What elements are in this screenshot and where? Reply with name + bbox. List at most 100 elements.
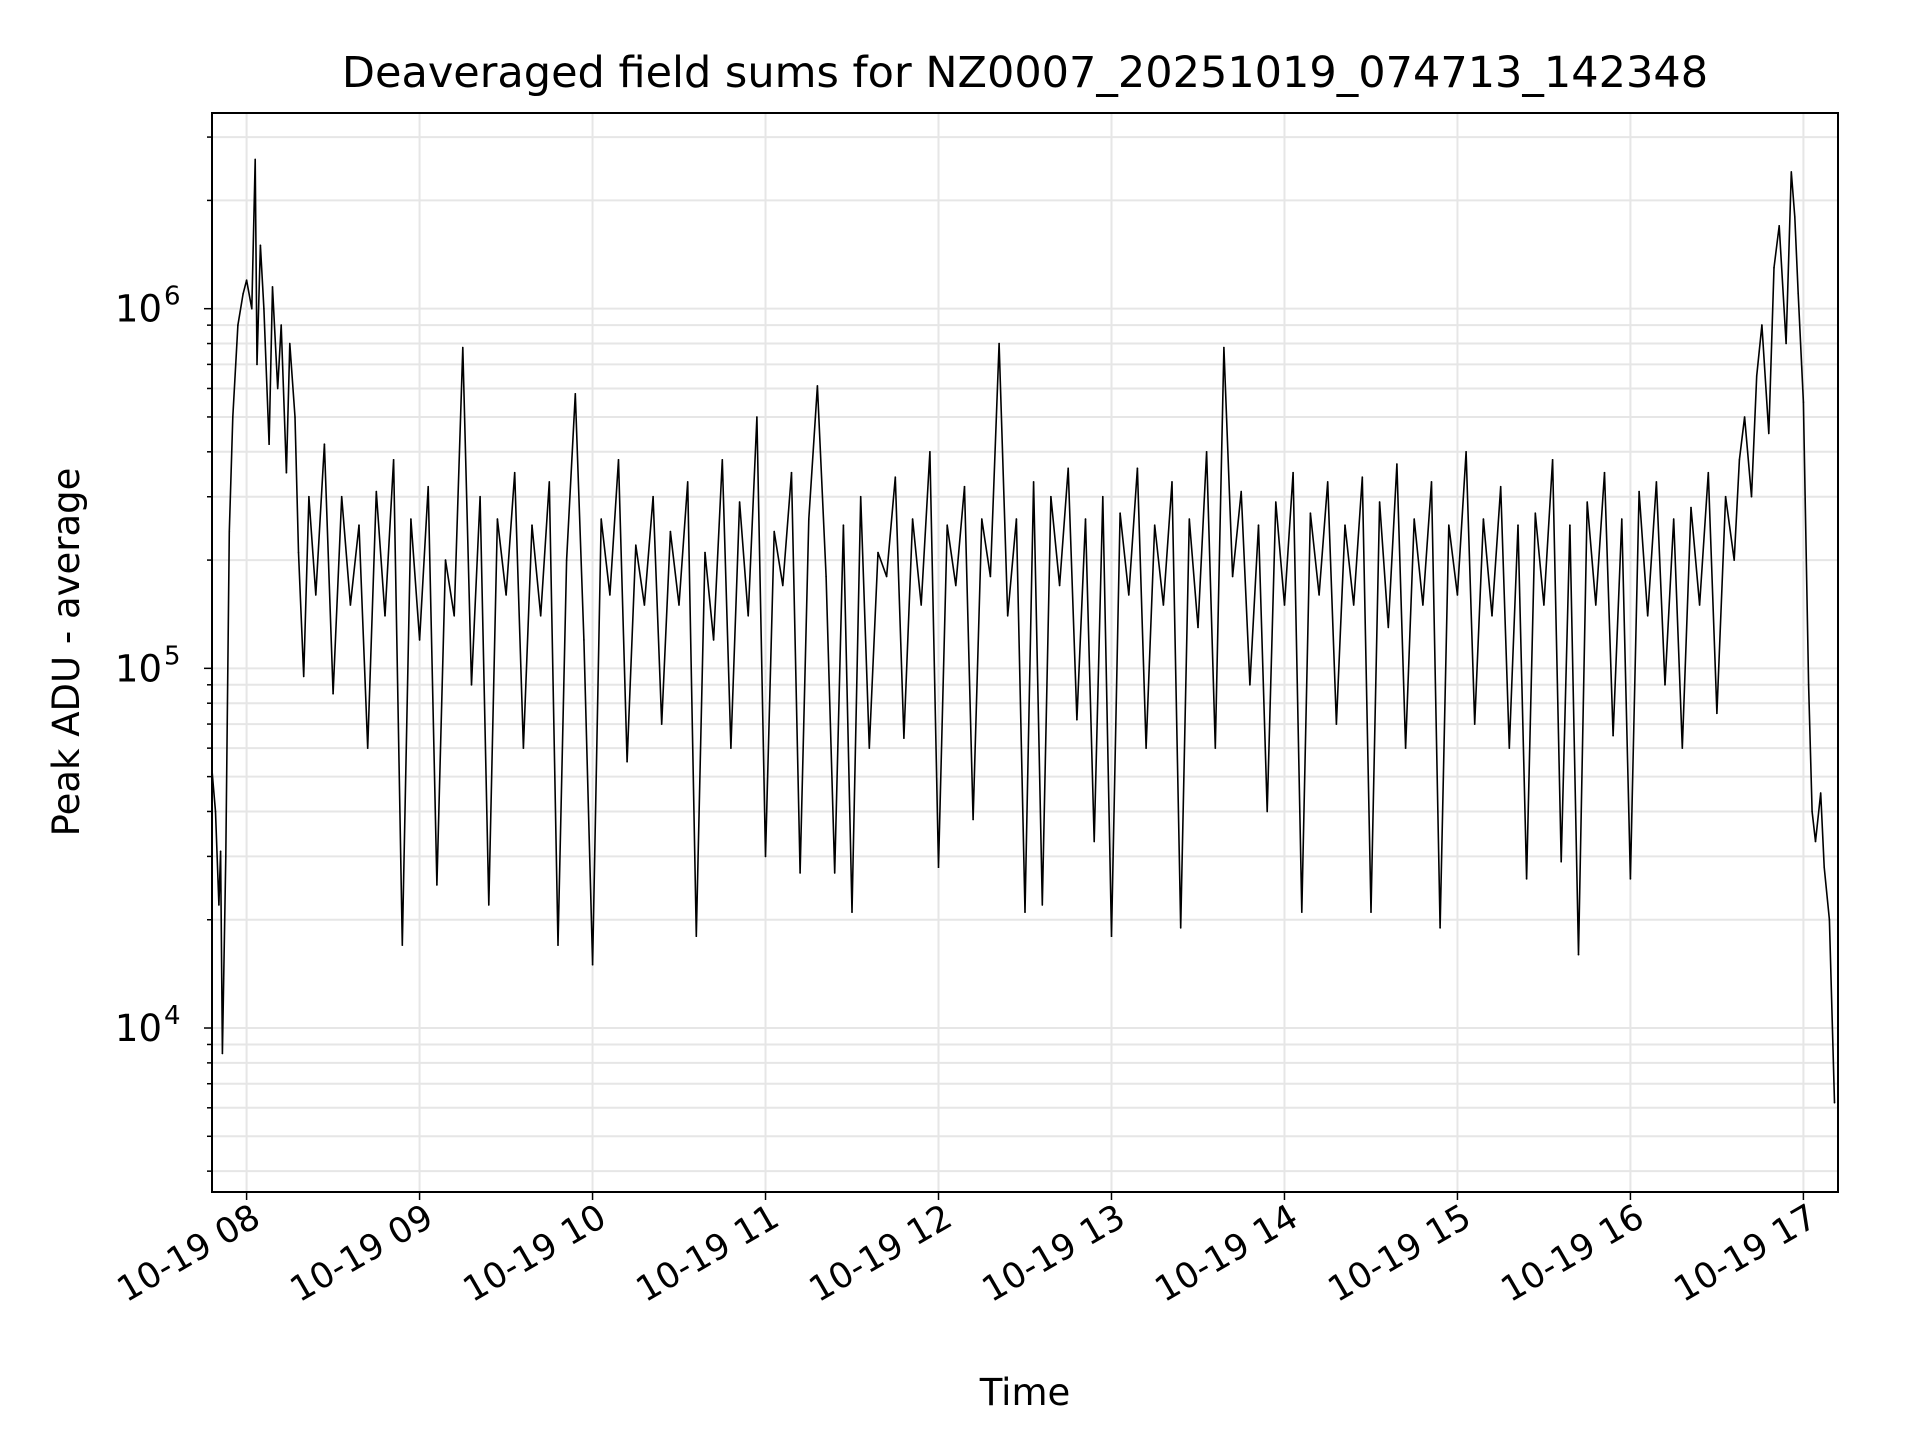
data-point <box>1136 467 1139 470</box>
data-point <box>1283 604 1286 606</box>
data-point <box>1119 512 1121 514</box>
data-point <box>268 443 270 446</box>
data-point <box>1404 747 1407 749</box>
y-axis-label: Peak ADU - average <box>45 468 88 837</box>
data-point <box>894 476 897 479</box>
data-point <box>218 904 220 906</box>
data-point <box>1006 615 1009 617</box>
y-tick-exponent: 5 <box>164 641 181 671</box>
data-point <box>989 575 992 578</box>
data-point <box>1743 416 1746 418</box>
data-point <box>1041 904 1044 906</box>
series-line <box>212 158 1836 1103</box>
y-tick-exponent: 4 <box>164 1001 181 1031</box>
data-point <box>513 471 516 474</box>
data-point <box>214 810 217 813</box>
data-point <box>1664 684 1666 686</box>
data-point <box>245 279 248 282</box>
data-point <box>617 459 620 461</box>
data-point <box>271 286 274 288</box>
data-point <box>686 481 689 483</box>
data-point <box>349 604 352 606</box>
data-point <box>479 495 481 498</box>
data-point <box>1093 840 1095 843</box>
data-point <box>712 639 715 641</box>
data-point <box>308 495 310 498</box>
data-point <box>1145 747 1147 749</box>
data-point <box>1833 1101 1836 1104</box>
data-point <box>1335 723 1338 725</box>
data-point <box>1491 615 1493 617</box>
data-point <box>1430 481 1433 483</box>
data-point <box>539 615 542 617</box>
chart-title: Deaveraged field sums for NZ0007_2025101… <box>342 48 1708 98</box>
data-point <box>1309 512 1312 514</box>
data-point <box>574 393 577 395</box>
data-point <box>1257 524 1260 526</box>
data-point <box>1473 723 1476 725</box>
data-point <box>1814 840 1817 843</box>
data-point <box>764 855 767 858</box>
data-point <box>609 594 611 596</box>
data-point <box>505 594 507 596</box>
data-point <box>332 692 334 695</box>
data-point <box>1525 878 1528 880</box>
data-point <box>1188 518 1191 520</box>
data-point <box>1807 684 1810 686</box>
data-point <box>1318 594 1320 596</box>
x-tick-label: 10-19 15 <box>1322 1197 1478 1310</box>
data-point <box>1128 594 1130 596</box>
data-point <box>358 524 360 526</box>
data-point <box>583 639 585 641</box>
data-point <box>877 551 879 554</box>
data-point <box>384 615 386 617</box>
data-point <box>548 481 551 483</box>
data-point <box>911 518 914 520</box>
data-point <box>1214 747 1217 749</box>
data-point <box>1344 524 1346 526</box>
x-tick-label: 10-19 11 <box>630 1197 786 1310</box>
data-point <box>1621 518 1623 520</box>
data-point <box>1015 518 1018 520</box>
data-point <box>1448 524 1450 526</box>
data-point <box>626 760 628 763</box>
data-point <box>219 850 222 853</box>
data-point <box>790 471 793 474</box>
data-point <box>1482 518 1485 520</box>
data-point <box>825 575 827 578</box>
data-point <box>1275 501 1277 503</box>
data-point <box>721 459 724 461</box>
data-point <box>1179 927 1182 929</box>
data-point <box>488 904 490 906</box>
data-point <box>652 495 654 498</box>
data-point <box>410 518 412 520</box>
data-point <box>1681 747 1684 749</box>
data-point <box>453 615 456 617</box>
data-point <box>1733 559 1735 561</box>
data-point <box>1084 518 1087 520</box>
data-point <box>565 559 568 561</box>
data-point <box>1707 471 1710 474</box>
data-point <box>1292 471 1294 474</box>
data-point <box>1823 866 1825 868</box>
data-point <box>833 872 836 874</box>
data-point <box>392 459 395 461</box>
data-point <box>302 675 305 678</box>
data-point <box>929 451 931 453</box>
data-point <box>1326 481 1329 483</box>
data-point <box>1396 463 1398 465</box>
data-point <box>1828 918 1831 921</box>
data-point <box>1560 860 1562 863</box>
data-point <box>1773 266 1775 269</box>
data-point <box>600 518 602 520</box>
data-point <box>1032 481 1035 483</box>
data-point <box>340 495 343 498</box>
data-point <box>221 1052 224 1055</box>
data-point <box>1387 626 1390 629</box>
data-point <box>1819 792 1822 794</box>
data-point <box>1755 375 1758 377</box>
data-point <box>436 884 438 886</box>
data-point <box>842 524 845 526</box>
data-point <box>1205 451 1208 453</box>
x-tick-label: 10-19 09 <box>284 1197 440 1310</box>
